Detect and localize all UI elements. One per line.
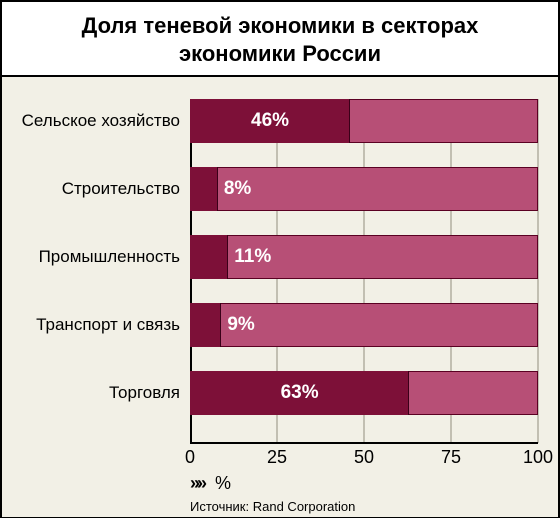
bar-fill [190,235,228,279]
title-line-1: Доля теневой экономики в секторах [82,13,479,38]
category-label: Строительство [10,167,180,211]
bar-value-label: 46% [190,99,350,143]
x-axis-line [190,442,538,444]
chart-area: 46% 8% 11% 9% 63% 0 25 50 75 100 »» % Источник: … [2,77,558,517]
source-name: Rand Corporation [253,499,356,514]
x-tick-label: 0 [185,447,195,468]
unit-label: % [215,473,231,493]
category-label: Торговля [10,371,180,415]
category-label: Транспорт и связь [10,303,180,347]
category-label: Сельское хозяйство [10,99,180,143]
chart-container: Доля теневой экономики в секторах эконом… [0,0,560,518]
bar-fill [190,303,221,347]
bar-value-label: 11% [234,235,271,279]
chart-title: Доля теневой экономики в секторах эконом… [14,12,546,67]
bar-value-label: 63% [190,371,409,415]
bar-value-label: 8% [224,167,251,211]
bar-value-label: 9% [227,303,254,347]
x-tick-label: 25 [267,447,287,468]
category-label: Промышленность [10,235,180,279]
title-area: Доля теневой экономики в секторах эконом… [2,2,558,77]
plot-area: 46% 8% 11% 9% 63% [190,99,538,443]
source-line: Источник: Rand Corporation [190,499,355,514]
bar-fill [190,167,218,211]
arrows-icon: »» [190,473,204,494]
axis-unit: »» % [190,473,538,494]
title-line-2: экономики России [179,41,381,66]
x-tick-label: 50 [354,447,374,468]
x-tick-label: 100 [523,447,553,468]
x-axis-ticks: 0255075100 [190,447,538,471]
x-tick-label: 75 [441,447,461,468]
source-prefix: Источник: [190,499,249,514]
